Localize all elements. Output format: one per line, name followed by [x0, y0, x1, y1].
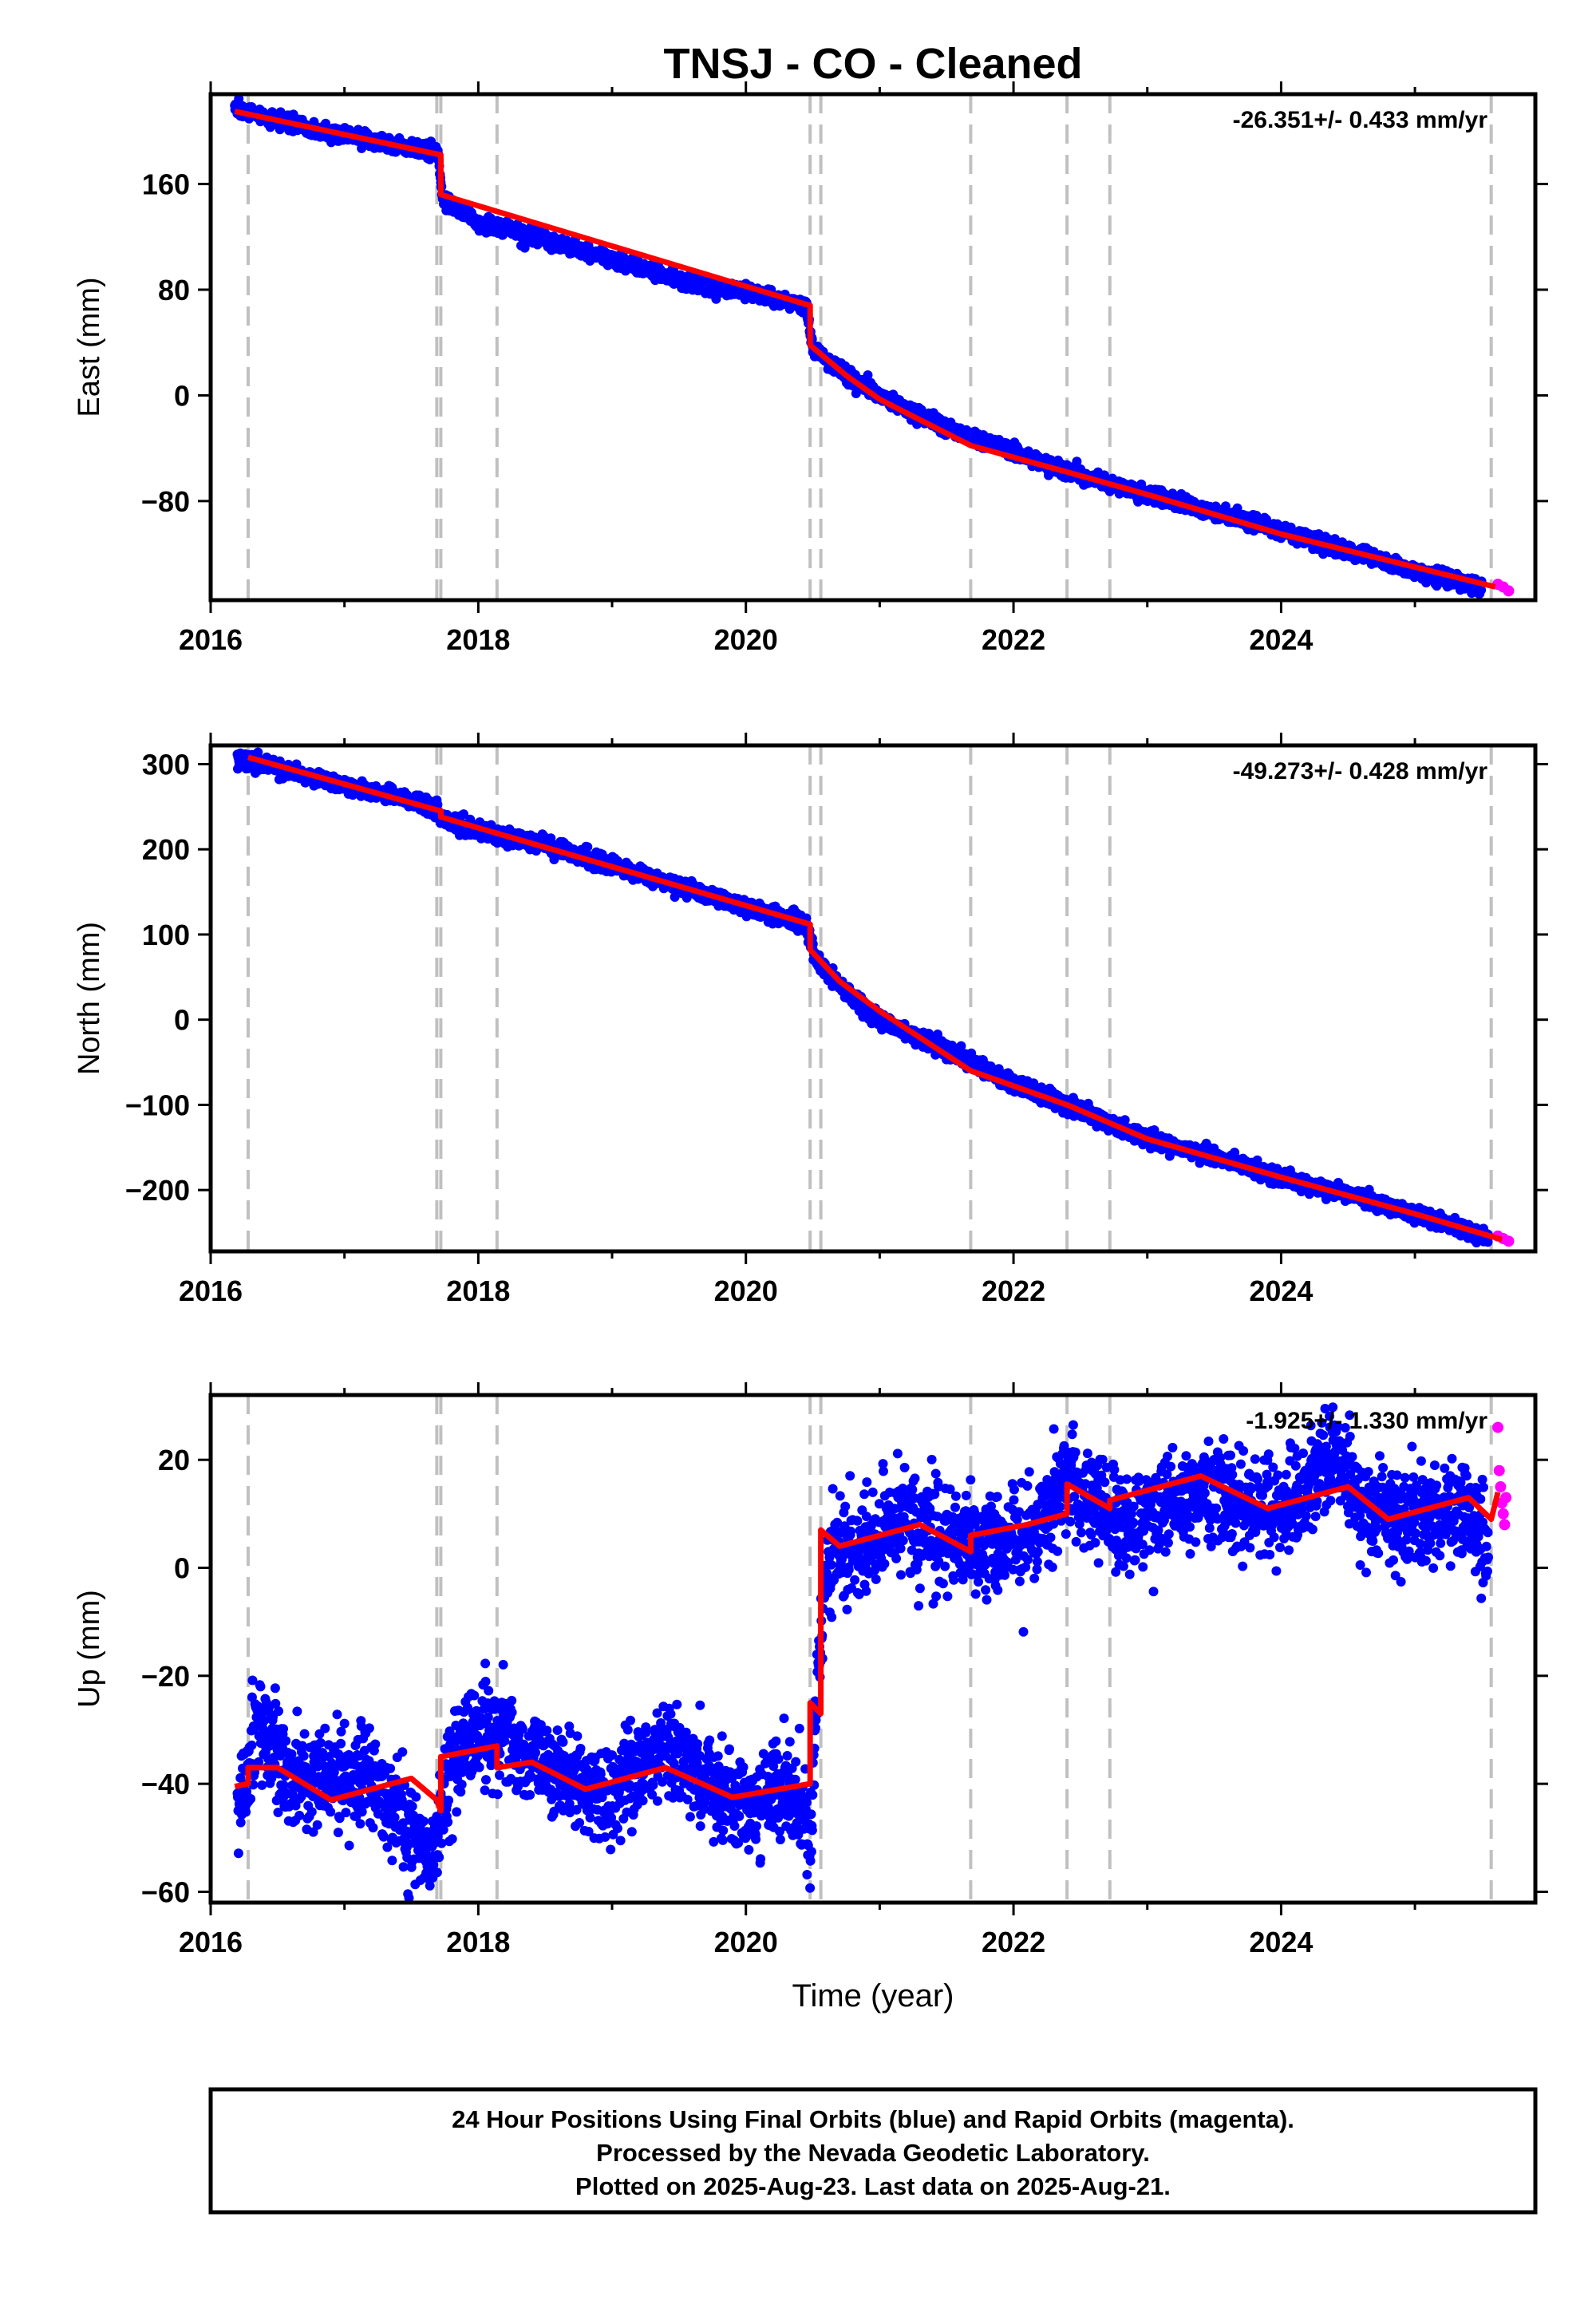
x-tick-label: 2024: [1249, 623, 1313, 656]
rapid-orbit-points: [1492, 579, 1515, 597]
final-point-1727: [863, 370, 873, 380]
x-tick-label: 2018: [446, 623, 510, 656]
final-point-56: [253, 747, 263, 757]
y-tick-label: 0: [174, 379, 190, 412]
chart-title: TNSJ - CO - Cleaned: [663, 40, 1082, 88]
final-point-617: [459, 809, 468, 820]
north-panel: 2016 2018 2020 2022 2024−200−1000100200300No…: [73, 733, 1548, 1307]
final-point-2297: [1072, 456, 1082, 467]
y-tick-label: 160: [142, 168, 190, 201]
final-point-3400: [1476, 585, 1487, 595]
plot-area: [230, 94, 1515, 600]
final-orbit-points: [230, 94, 1487, 599]
rate-label: -26.351+/- 0.433 mm/yr: [1233, 107, 1488, 133]
x-tick-label: 2016: [179, 623, 243, 656]
east-panel: 2016 2018 2020 2022 2024 −80 0 80 160 East (mm) -2…: [73, 81, 1548, 656]
final-point-1193: [670, 892, 680, 902]
y-tick-label: 80: [158, 274, 190, 306]
rapid-point-2: [1503, 585, 1515, 597]
model-curve: [234, 109, 1496, 590]
x-tick-label: 2022: [982, 623, 1045, 656]
plot-frame: [208, 92, 1538, 603]
plot-area: [232, 745, 1515, 1251]
y-axis-label: East (mm): [73, 277, 106, 417]
final-point-11: [234, 94, 244, 104]
final-point-955: [583, 842, 593, 852]
y-tick-label: −80: [141, 485, 190, 518]
x-tick-label: 2020: [714, 623, 778, 656]
